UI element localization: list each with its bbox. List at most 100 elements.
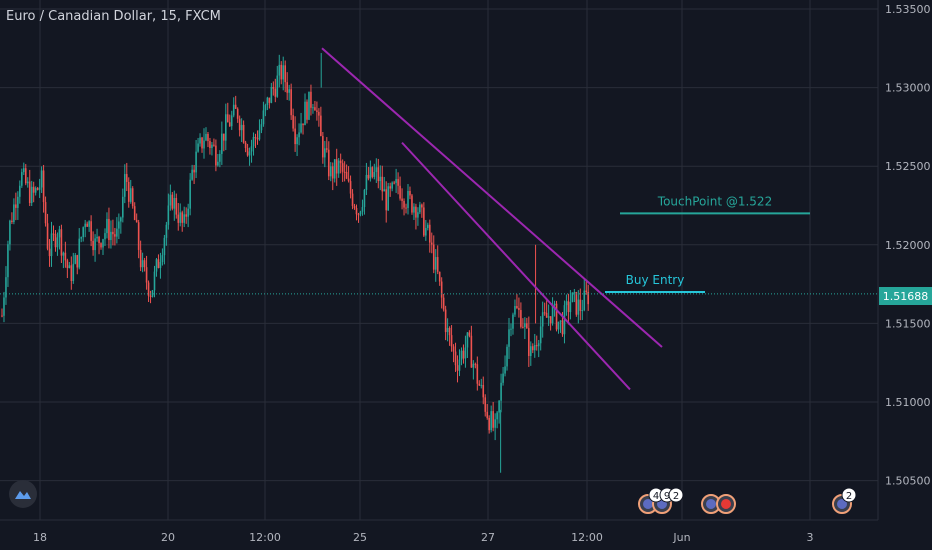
candle-body — [127, 181, 130, 202]
candle-body — [438, 271, 441, 282]
trendlines — [321, 47, 663, 391]
candle-body — [508, 329, 510, 347]
candle-body — [48, 248, 51, 257]
candle-body — [92, 240, 94, 251]
candle-body — [492, 411, 494, 428]
candle-body — [541, 312, 544, 327]
candle-body — [36, 188, 39, 190]
candle-body — [383, 189, 386, 192]
candle-body — [361, 207, 364, 212]
candle-body — [260, 124, 263, 131]
candle-body — [478, 383, 481, 386]
candle-body — [543, 312, 546, 314]
candle-body — [401, 198, 403, 201]
candle-body — [252, 136, 255, 147]
candle-body — [112, 231, 114, 235]
candle-body — [526, 323, 528, 329]
y-tick-label: 1.52500 — [885, 160, 931, 173]
candle-body — [11, 220, 13, 222]
x-tick-label: Jun — [672, 531, 690, 544]
candle-body — [68, 265, 71, 269]
candle-body — [506, 346, 508, 367]
candle-body — [359, 211, 362, 215]
candle-body — [181, 212, 184, 223]
candle-body — [468, 332, 471, 336]
candle-body — [54, 234, 57, 248]
candle-body — [219, 153, 221, 162]
candle-body — [349, 181, 352, 194]
candle-body — [240, 124, 243, 131]
x-tick-label: 27 — [481, 531, 495, 544]
candle-body — [106, 218, 108, 234]
candle-body — [425, 228, 427, 236]
candle-body — [151, 290, 154, 297]
candle-body — [246, 148, 249, 156]
candle-body — [472, 363, 475, 368]
candle-body — [236, 108, 239, 119]
candle-body — [175, 197, 178, 215]
y-tick-label: 1.50500 — [885, 475, 931, 488]
candle-body — [553, 303, 556, 306]
candle-body — [292, 115, 294, 129]
x-tick-label: 18 — [33, 531, 47, 544]
candle-body — [197, 143, 199, 152]
candle-body — [110, 231, 112, 241]
candle-body — [345, 171, 348, 179]
candle-body — [211, 144, 213, 149]
candle-body — [163, 237, 166, 256]
candle-body — [70, 265, 73, 282]
candle-body — [223, 133, 225, 141]
y-tick-label: 1.52000 — [885, 239, 931, 252]
candle-body — [278, 64, 281, 76]
candle-body — [122, 196, 124, 218]
candle-body — [520, 310, 522, 327]
candle-body — [300, 123, 302, 133]
candle-body — [395, 179, 397, 183]
candle-body — [351, 193, 354, 207]
event-badge — [841, 487, 857, 503]
candle-body — [510, 328, 512, 330]
candle-body — [58, 229, 61, 238]
x-tick-label: 12:00 — [571, 531, 603, 544]
candle-body — [565, 301, 568, 306]
candle-body — [116, 228, 118, 237]
candle-body — [199, 137, 201, 144]
candle-body — [24, 168, 27, 184]
y-tick-label: 1.53500 — [885, 3, 931, 16]
candle-body — [149, 295, 152, 297]
candle-body — [518, 308, 520, 311]
candle-body — [409, 190, 411, 196]
candle-body — [436, 257, 439, 272]
chart-title: Euro / Canadian Dollar, 15, FXCM — [6, 9, 221, 24]
candle-body — [442, 297, 445, 310]
candle-body — [201, 137, 203, 149]
candle-body — [452, 346, 455, 352]
candle-body — [213, 144, 215, 146]
candle-body — [365, 174, 368, 190]
candle-body — [516, 306, 518, 309]
candle-body — [272, 86, 275, 89]
candle-body — [326, 148, 328, 150]
candle-body — [403, 200, 405, 208]
eu-event-icon-core — [643, 499, 653, 509]
candle-body — [535, 345, 538, 347]
y-tick-label: 1.51500 — [885, 317, 931, 330]
candle-body — [238, 118, 241, 131]
candle-body — [114, 234, 116, 237]
candle-body — [226, 114, 229, 123]
eu-event-icon-core — [837, 499, 847, 509]
candle-body — [159, 262, 162, 268]
candle-body — [312, 107, 314, 109]
candle-body — [450, 335, 453, 347]
tradingview-logo-icon[interactable] — [9, 480, 37, 508]
candle-body — [528, 328, 530, 356]
candle-body — [494, 419, 496, 428]
candle-body — [32, 186, 35, 193]
candle-body — [141, 260, 144, 268]
candle-body — [88, 221, 90, 227]
candle-body — [30, 186, 33, 204]
candle-body — [60, 229, 63, 256]
eu-event-icon-core — [706, 499, 716, 509]
